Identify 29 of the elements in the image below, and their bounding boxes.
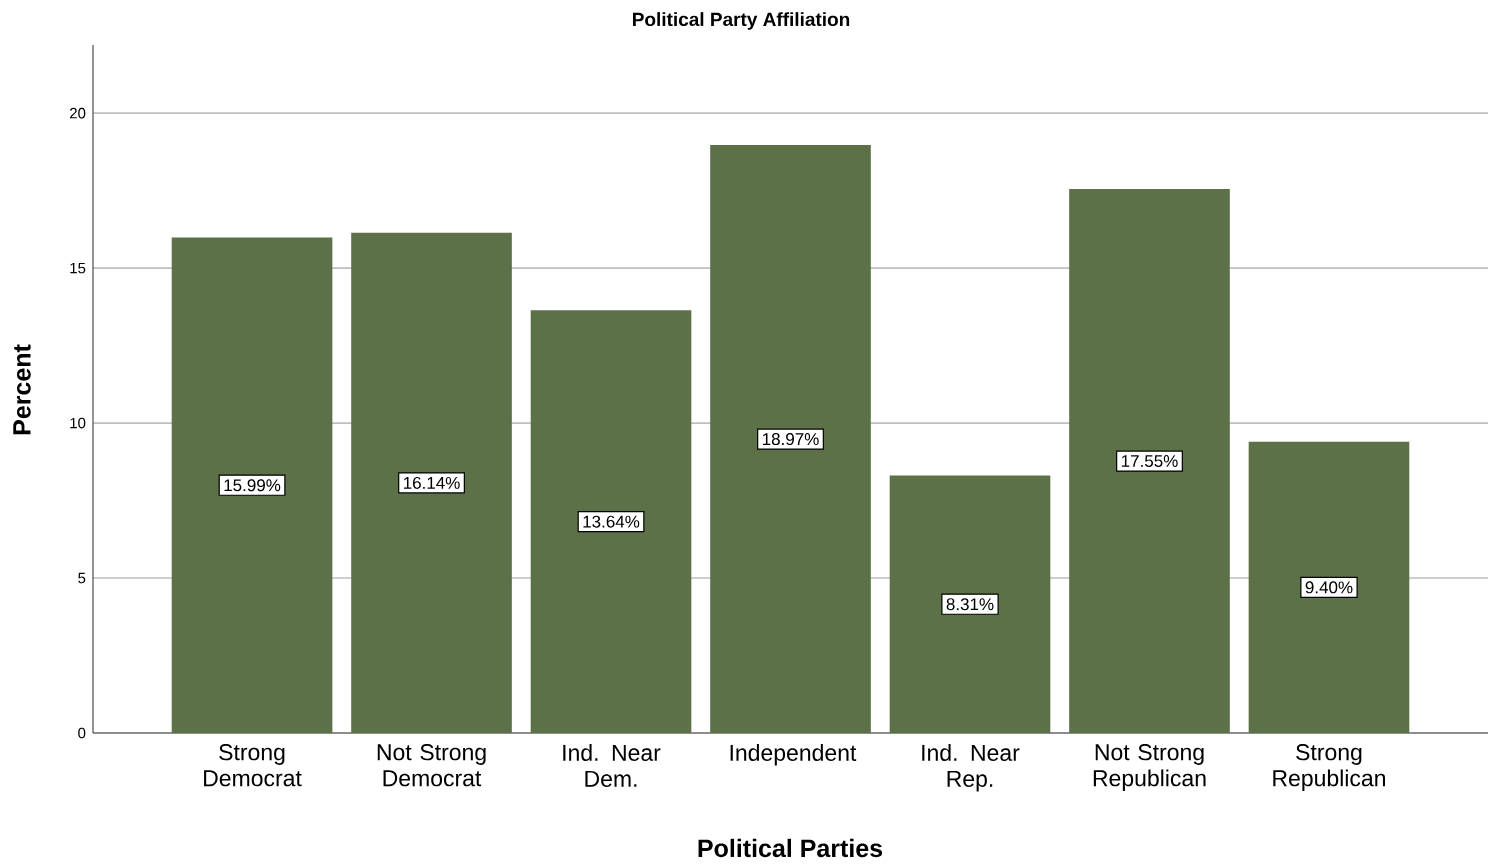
bar [530,310,692,733]
y-tick-label: 0 [78,727,86,739]
data-label: 8.31% [946,598,994,611]
x-tick-label: Ind. Near Dem. [563,744,661,787]
data-label: 9.40% [1305,581,1353,594]
data-label: 17.55% [1121,455,1178,468]
y-tick-label: 10 [70,417,86,429]
x-axis-title: Political Parties [698,838,883,858]
data-label: 15.99% [224,479,281,492]
y-tick-label: 15 [70,262,86,274]
data-label: 13.64% [583,515,640,528]
data-label: 18.97% [762,433,819,446]
x-tick-label: Independent [730,744,857,766]
bar [710,145,871,733]
y-axis-title: Percent [13,344,31,435]
bar [1069,189,1230,733]
bar [171,237,333,733]
x-tick-label: Not Strong Republican [1093,744,1206,791]
x-tick-label: Ind. Near Rep. [922,744,1020,792]
y-tick-label: 5 [78,572,86,584]
y-tick-label: 20 [70,107,86,119]
chart-title: Political Party Affiliation [633,12,850,30]
bar [889,475,1051,733]
data-label: 16.14% [403,476,460,489]
x-tick-label: Not Strong Democrat [377,744,486,787]
x-tick-label: Strong Democrat [204,744,302,787]
x-tick-label: Strong Republican [1273,744,1385,791]
bar [1248,441,1410,733]
bar [351,232,512,733]
